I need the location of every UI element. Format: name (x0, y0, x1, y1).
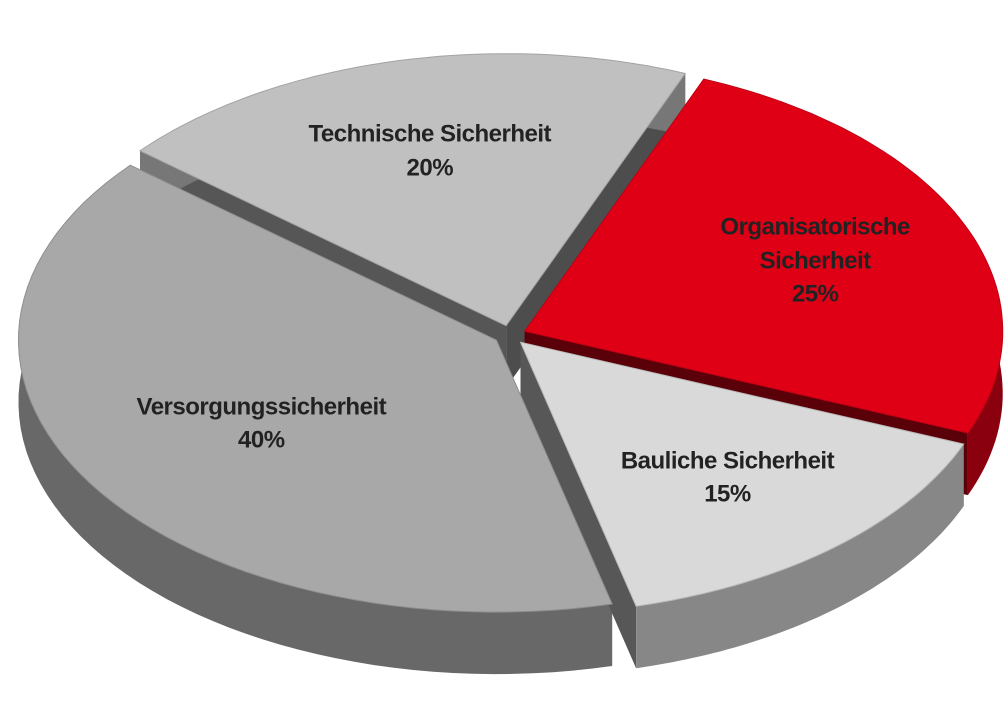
slice-label: Bauliche Sicherheit 15% (620, 444, 835, 511)
pie-slice (523, 78, 1004, 434)
value-label: 20% (406, 154, 454, 182)
slice-label: Versorgungssicherheit 40% (137, 390, 387, 457)
category-label: Versorgungssicherheit (136, 393, 387, 421)
value-label: 15% (704, 480, 751, 508)
category-label: Organisatorische Sicherheit (720, 213, 910, 275)
value-label: 25% (791, 280, 839, 308)
pie-slice (519, 341, 965, 607)
pie-slice (17, 164, 613, 613)
slice-side (636, 444, 964, 669)
pie-slice (138, 53, 687, 327)
category-label: Bauliche Sicherheit (620, 447, 835, 475)
slice-side (18, 165, 613, 675)
slice-label: Technische Sicherheit 20% (308, 118, 552, 185)
value-label: 40% (238, 426, 285, 454)
slice-face (520, 342, 637, 669)
category-label: Technische Sicherheit (308, 120, 552, 148)
slice-label: Organisatorische Sicherheit 25% (720, 211, 910, 312)
